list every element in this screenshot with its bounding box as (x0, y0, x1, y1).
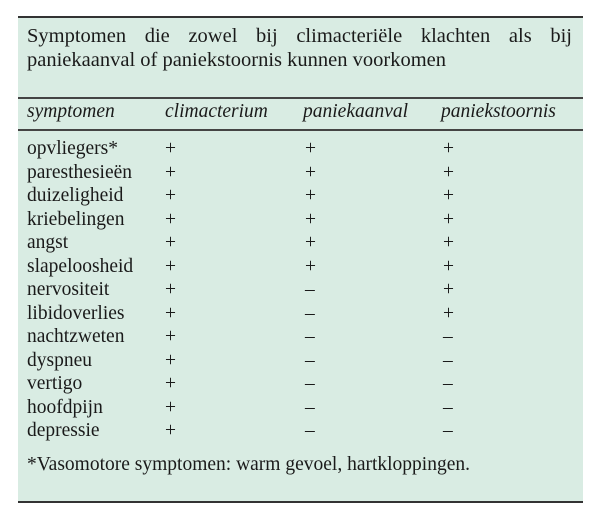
value-cell: + (165, 420, 176, 441)
symptom-cell: depressie (27, 420, 100, 441)
value-cell: + (305, 232, 316, 253)
value-cell: + (443, 161, 454, 183)
value-cell: – (305, 279, 315, 300)
value-cell: – (443, 373, 453, 394)
value-cell: – (305, 326, 315, 347)
value-cell: + (165, 161, 176, 183)
table-row: nervositeit + – + (18, 278, 583, 301)
column-header-symptomen: symptomen (27, 101, 115, 122)
table-row: dyspneu + – – (18, 349, 583, 372)
symptom-cell: duizeligheid (27, 185, 124, 206)
symptom-cell: angst (27, 232, 69, 253)
value-cell: + (165, 373, 176, 394)
table-row: slapeloosheid + + + (18, 255, 583, 278)
value-cell: + (305, 208, 316, 230)
value-cell: + (305, 185, 316, 206)
table-row: kriebelingen + + + (18, 208, 583, 231)
value-cell: – (443, 326, 453, 347)
value-cell: + (165, 349, 176, 371)
table-row: vertigo + – – (18, 372, 583, 395)
table-row: opvliegers* + + + (18, 137, 583, 160)
symptom-table: Symptomen die zowel bij climacteriële kl… (18, 16, 583, 503)
symptom-cell: dyspneu (27, 349, 92, 371)
value-cell: – (305, 349, 315, 371)
value-cell: + (165, 255, 176, 277)
divider (18, 129, 583, 131)
symptom-cell: kriebelingen (27, 208, 125, 230)
value-cell: + (443, 138, 454, 159)
value-cell: – (443, 396, 453, 418)
value-cell: + (165, 185, 176, 206)
value-cell: – (305, 396, 315, 418)
column-header-climacterium: climacterium (165, 101, 268, 122)
value-cell: – (443, 420, 453, 441)
value-cell: – (305, 373, 315, 394)
value-cell: + (443, 185, 454, 206)
value-cell: + (165, 232, 176, 253)
table-row: duizeligheid + + + (18, 184, 583, 207)
table-row: nachtzweten + – – (18, 325, 583, 348)
symptom-cell: nervositeit (27, 279, 110, 300)
value-cell: + (165, 326, 176, 347)
footnote: *Vasomotore symptomen: warm gevoel, hart… (27, 454, 470, 475)
symptom-cell: hoofdpijn (27, 396, 103, 418)
symptom-cell: paresthesieën (27, 161, 133, 183)
symptom-cell: slapeloosheid (27, 255, 134, 277)
table-row: depressie + – – (18, 419, 583, 442)
symptom-cell: libidoverlies (27, 302, 125, 324)
value-cell: + (443, 208, 454, 230)
value-cell: + (165, 302, 176, 324)
column-header-paniekstoornis: paniekstoornis (441, 101, 556, 122)
symptom-cell: nachtzweten (27, 326, 125, 347)
value-cell: – (305, 302, 315, 324)
value-cell: + (305, 161, 316, 183)
value-cell: + (443, 279, 454, 300)
symptom-cell: vertigo (27, 373, 83, 394)
symptom-cell: opvliegers* (27, 138, 118, 159)
value-cell: + (443, 255, 454, 277)
value-cell: – (305, 420, 315, 441)
value-cell: + (165, 396, 176, 418)
column-header-paniekaanval: paniekaanval (303, 101, 409, 122)
table-row: hoofdpijn + – – (18, 396, 583, 419)
value-cell: + (305, 255, 316, 277)
table-row: libidoverlies + – + (18, 302, 583, 325)
value-cell: + (305, 138, 316, 159)
table-title: Symptomen die zowel bij climacteriële kl… (27, 25, 572, 71)
table-row: paresthesieën + + + (18, 161, 583, 184)
value-cell: + (443, 232, 454, 253)
table-row: angst + + + (18, 231, 583, 254)
value-cell: + (165, 279, 176, 300)
value-cell: – (443, 349, 453, 371)
value-cell: + (165, 138, 176, 159)
divider (18, 97, 583, 99)
value-cell: + (443, 302, 454, 324)
value-cell: + (165, 208, 176, 230)
